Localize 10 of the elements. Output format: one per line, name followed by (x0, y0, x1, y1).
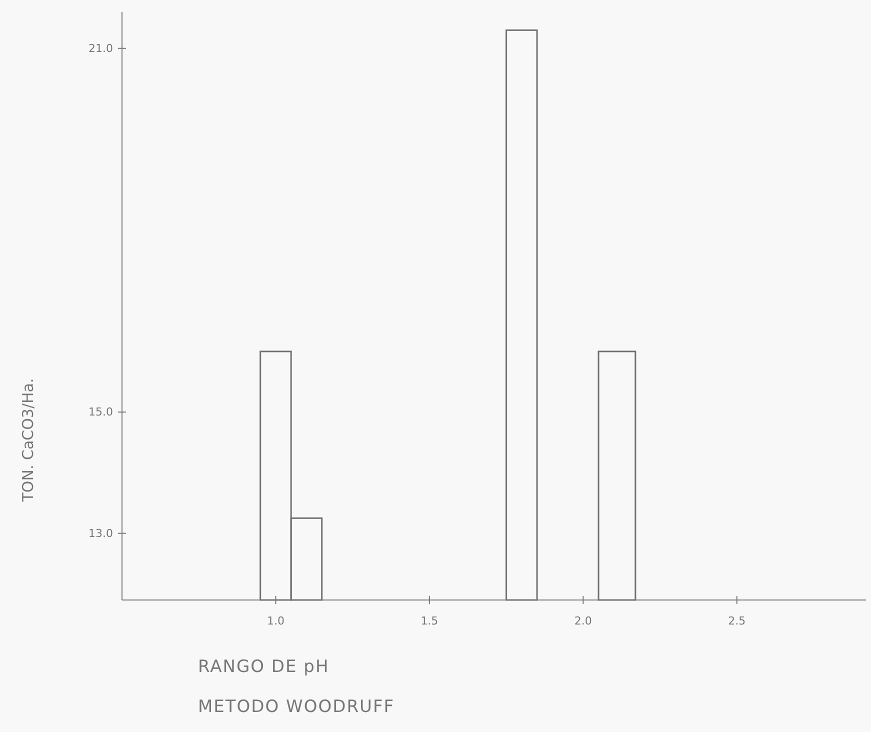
x-axis-title: RANGO DE pH (198, 657, 330, 677)
y-tick-label: 21.0 (88, 42, 113, 55)
x-tick-label: 2.0 (574, 614, 592, 628)
x-tick-label: 1.0 (266, 614, 284, 628)
x-tick-label: 2.5 (728, 614, 746, 628)
text: METODO WOODRUFF (198, 697, 395, 717)
y-tick-label: 13.0 (88, 526, 113, 540)
x-tick-label: 1.5 (420, 614, 438, 628)
y-tick-label: 15.0 (88, 406, 113, 419)
y-axis-title: TON. CaCO3/Ha. (19, 378, 37, 503)
